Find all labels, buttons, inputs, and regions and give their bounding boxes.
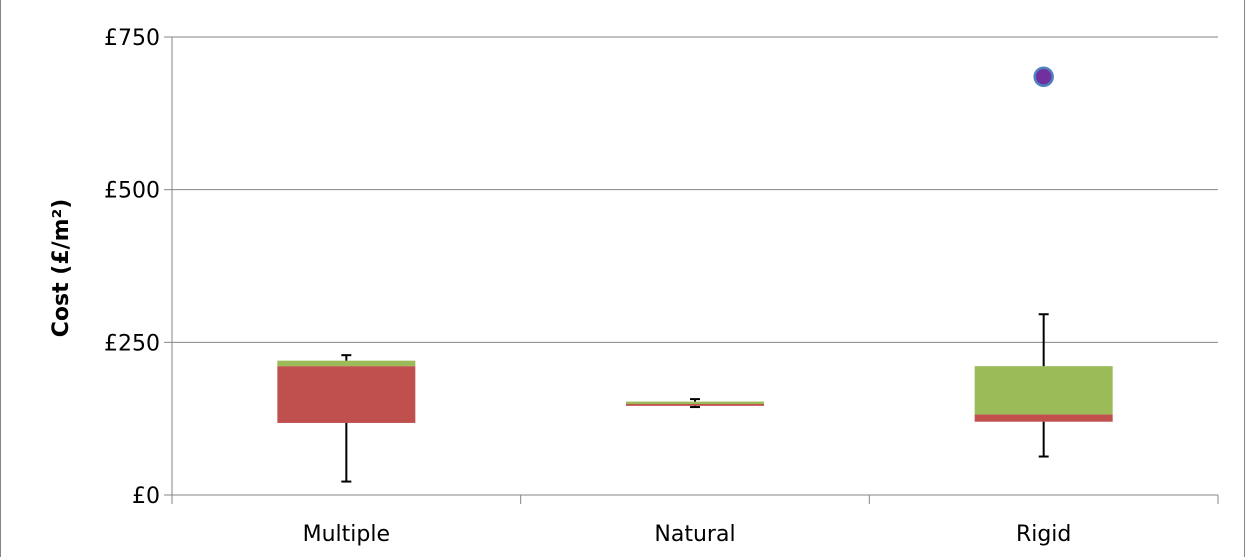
box-plot-rigid bbox=[974, 313, 1113, 458]
box-plot-multiple bbox=[277, 354, 416, 483]
x-tick-label: Rigid bbox=[1016, 522, 1071, 547]
box-upper-segment bbox=[277, 360, 416, 367]
outlier-point bbox=[1033, 66, 1054, 87]
box-lower-segment bbox=[974, 414, 1113, 422]
outlier-points bbox=[1033, 66, 1054, 87]
box-plot-natural bbox=[626, 398, 764, 409]
y-tick-labels: £0 £250 £500 £750 bbox=[104, 26, 160, 509]
axes bbox=[164, 36, 1219, 504]
y-tick-label: £0 bbox=[132, 484, 160, 509]
box-upper-segment bbox=[626, 401, 764, 405]
y-axis-label: Cost (£/m²) bbox=[49, 199, 74, 338]
x-tick-label: Multiple bbox=[303, 522, 390, 547]
box-lower-segment bbox=[626, 404, 764, 406]
box-lower-segment bbox=[277, 366, 416, 423]
x-tick-labels: Multiple Natural Rigid bbox=[303, 522, 1072, 547]
box-plots bbox=[277, 313, 1113, 483]
box-upper-segment bbox=[974, 366, 1113, 415]
y-tick-label: £750 bbox=[104, 26, 160, 51]
x-tick-label: Natural bbox=[654, 522, 735, 547]
y-tick-label: £500 bbox=[104, 179, 160, 204]
y-tick-label: £250 bbox=[104, 331, 160, 356]
